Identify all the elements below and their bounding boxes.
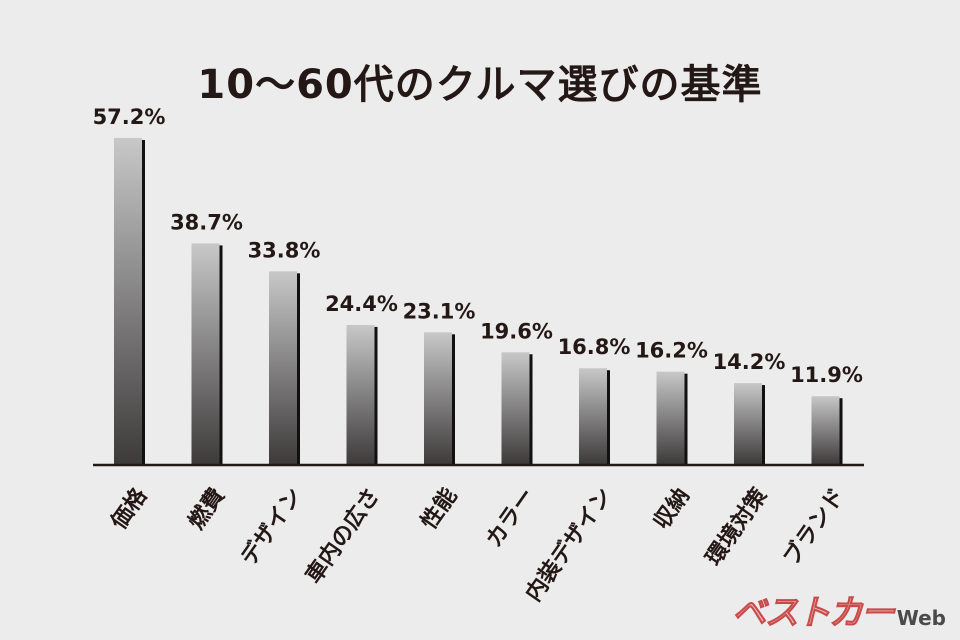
bar-9 <box>811 396 840 464</box>
bar-6 <box>579 368 607 464</box>
bars-layer <box>114 137 843 464</box>
data-label-9: 11.9% <box>790 363 863 387</box>
data-label-7: 16.2% <box>635 339 708 363</box>
bar-8 <box>734 383 762 464</box>
data-label-6: 16.8% <box>558 335 631 359</box>
chart-title: 10〜60代のクルマ選びの基準 <box>197 62 763 108</box>
data-label-2: 33.8% <box>248 238 321 262</box>
data-label-1: 38.7% <box>170 210 243 234</box>
bar-shadow-1 <box>219 245 223 464</box>
bar-4 <box>424 332 452 464</box>
bar-1 <box>191 243 220 464</box>
category-label-4: 性能 <box>416 483 463 534</box>
bar-2 <box>269 271 297 464</box>
bar-shadow-0 <box>142 139 145 464</box>
data-label-3: 24.4% <box>325 292 398 316</box>
bar-0 <box>114 137 142 464</box>
bar-shadow-8 <box>762 385 765 464</box>
category-label-5: カラー <box>482 484 540 552</box>
data-label-5: 19.6% <box>480 319 553 343</box>
bar-5 <box>501 352 530 464</box>
bar-shadow-6 <box>607 370 610 464</box>
data-label-8: 14.2% <box>713 350 786 374</box>
logo-web-text: Web <box>896 606 946 630</box>
category-label-8: 環境対策 <box>701 482 773 570</box>
category-label-2: デザイン <box>236 483 308 570</box>
bar-3 <box>346 324 375 464</box>
bar-shadow-7 <box>684 373 688 464</box>
category-label-1: 燃費 <box>183 483 230 534</box>
category-label-9: ブランド <box>778 483 850 570</box>
bar-shadow-5 <box>529 354 533 464</box>
category-label-3: 車内の広さ <box>300 483 384 588</box>
brand-logo: ベストカー Web <box>732 585 946 634</box>
data-label-4: 23.1% <box>403 299 476 323</box>
bar-shadow-9 <box>839 398 843 464</box>
bar-shadow-3 <box>374 326 378 464</box>
data-label-0: 57.2% <box>93 105 166 129</box>
category-label-0: 価格 <box>105 482 153 535</box>
logo-main-text: ベストカー <box>732 593 896 634</box>
bar-shadow-2 <box>297 273 300 464</box>
bar-7 <box>656 371 685 464</box>
category-label-7: 収納 <box>648 483 695 534</box>
bar-shadow-4 <box>452 334 455 464</box>
labels-layer: 57.2% 38.7%33.8% 24.4% 23.1%19.6%16.8% 16.2%… <box>93 105 863 387</box>
